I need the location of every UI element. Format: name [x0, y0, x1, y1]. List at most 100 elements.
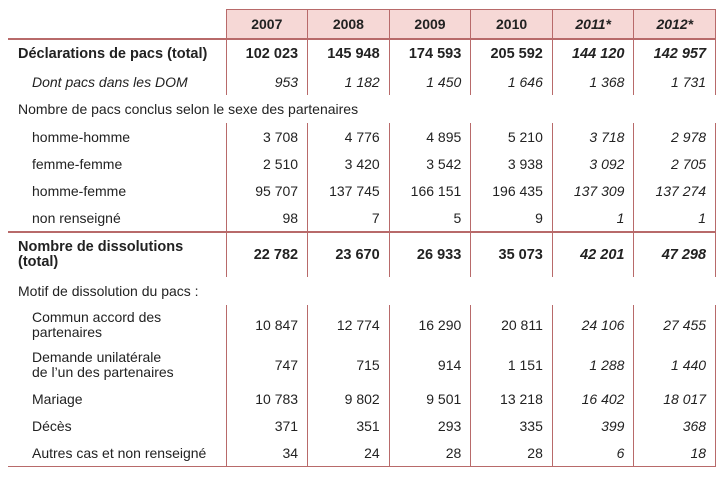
cell-value: 95 707	[225, 177, 309, 204]
cell-value: 1 440	[633, 345, 717, 385]
cell-value: 47 298	[633, 231, 717, 277]
row-label: Décès	[8, 412, 227, 439]
cell-value: 3 092	[551, 150, 635, 177]
cell-value: 16 290	[388, 305, 472, 345]
header-year-2009: 2009	[388, 9, 472, 39]
row-mariage: Mariage 10 783 9 802 9 501 13 218 16 402…	[8, 385, 717, 412]
cell-value: 22 782	[225, 231, 309, 277]
cell-value: 174 593	[388, 38, 472, 68]
cell-value: 368	[633, 412, 717, 439]
cell-value: 18 017	[633, 385, 717, 412]
cell-value: 205 592	[470, 38, 553, 68]
row-label: Mariage	[8, 385, 227, 412]
row-label-line-1: Commun accord des	[32, 309, 162, 325]
section-heading: Motif de dissolution du pacs :	[18, 283, 199, 299]
row-dissolutions-total: Nombre de dissolutions (total) 22 782 23…	[8, 231, 717, 277]
cell-value: 12 774	[307, 305, 390, 345]
row-deces: Décès 371 351 293 335 399 368	[8, 412, 717, 439]
cell-value: 1 450	[388, 68, 472, 95]
row-motif-heading: Motif de dissolution du pacs :	[8, 277, 716, 305]
cell-value: 24	[307, 439, 390, 467]
cell-value: 10 783	[225, 385, 309, 412]
cell-value: 5 210	[470, 123, 553, 150]
row-label: Demande unilatérale de l’un des partenai…	[8, 345, 227, 385]
row-label-line-1: Demande unilatérale	[32, 349, 162, 365]
row-commun-accord: Commun accord des partenaires 10 847 12 …	[8, 305, 717, 345]
cell-value: 399	[551, 412, 635, 439]
cell-value: 9 501	[388, 385, 472, 412]
cell-value: 2 705	[633, 150, 717, 177]
header-blank-cell	[8, 9, 227, 39]
cell-value: 23 670	[307, 231, 390, 277]
cell-value: 137 745	[307, 177, 390, 204]
row-demande-unilaterale: Demande unilatérale de l’un des partenai…	[8, 345, 717, 385]
cell-value: 13 218	[470, 385, 553, 412]
cell-value: 3 938	[470, 150, 553, 177]
cell-value: 953	[225, 68, 309, 95]
cell-value: 42 201	[551, 231, 635, 277]
cell-value: 293	[388, 412, 472, 439]
cell-value: 1 731	[633, 68, 717, 95]
cell-value: 144 120	[551, 38, 635, 68]
cell-value: 137 274	[633, 177, 717, 204]
cell-value: 914	[388, 345, 472, 385]
cell-value: 28	[388, 439, 472, 467]
row-femme-femme: femme-femme 2 510 3 420 3 542 3 938 3 09…	[8, 150, 717, 177]
cell-value: 26 933	[388, 231, 472, 277]
row-label: homme-homme	[8, 123, 227, 150]
cell-value: 9 802	[307, 385, 390, 412]
cell-value: 3 718	[551, 123, 635, 150]
header-year-2012: 2012*	[633, 9, 717, 39]
row-label: Nombre de dissolutions (total)	[8, 231, 227, 277]
cell-value: 1 646	[470, 68, 553, 95]
row-label-line-1: Nombre de dissolutions	[18, 239, 184, 255]
row-pacs-dom: Dont pacs dans les DOM 953 1 182 1 450 1…	[8, 68, 717, 95]
row-homme-femme: homme-femme 95 707 137 745 166 151 196 4…	[8, 177, 717, 204]
row-label: femme-femme	[8, 150, 227, 177]
cell-value: 35 073	[470, 231, 553, 277]
header-row: 2007 2008 2009 2010 2011* 2012*	[8, 9, 717, 39]
cell-value: 16 402	[551, 385, 635, 412]
cell-value: 142 957	[633, 38, 717, 68]
cell-value: 102 023	[225, 38, 309, 68]
row-homme-homme: homme-homme 3 708 4 776 4 895 5 210 3 71…	[8, 123, 717, 150]
cell-value: 145 948	[307, 38, 390, 68]
cell-value: 28	[470, 439, 553, 467]
cell-value: 166 151	[388, 177, 472, 204]
cell-value: 1 151	[470, 345, 553, 385]
cell-value: 1	[551, 204, 635, 232]
cell-value: 27 455	[633, 305, 717, 345]
row-non-renseigne: non renseigné 98 7 5 9 1 1	[8, 204, 717, 232]
cell-value: 7	[307, 204, 390, 232]
cell-value: 715	[307, 345, 390, 385]
cell-value: 2 510	[225, 150, 309, 177]
cell-value: 747	[225, 345, 309, 385]
cell-value: 9	[470, 204, 553, 232]
cell-value: 3 420	[307, 150, 390, 177]
row-label: Déclarations de pacs (total)	[8, 38, 227, 68]
cell-value: 3 708	[225, 123, 309, 150]
cell-value: 4 776	[307, 123, 390, 150]
cell-value: 1 288	[551, 345, 635, 385]
cell-value: 20 811	[470, 305, 553, 345]
cell-value: 18	[633, 439, 717, 467]
cell-value: 3 542	[388, 150, 472, 177]
row-label-line-2: partenaires	[32, 324, 103, 340]
cell-value: 34	[225, 439, 309, 467]
cell-value: 10 847	[225, 305, 309, 345]
cell-value: 24 106	[551, 305, 635, 345]
cell-value: 5	[388, 204, 472, 232]
cell-value: 371	[225, 412, 309, 439]
pacs-statistics-table: 2007 2008 2009 2010 2011* 2012* Déclarat…	[8, 9, 717, 467]
row-label-line-2: de l’un des partenaires	[32, 364, 174, 380]
row-pacs-total: Déclarations de pacs (total) 102 023 145…	[8, 38, 717, 68]
row-label-line-2: (total)	[18, 254, 59, 270]
row-label: Autres cas et non renseigné	[8, 439, 227, 467]
section-heading: Nombre de pacs conclus selon le sexe des…	[18, 101, 359, 117]
header-year-2007: 2007	[225, 9, 309, 39]
row-label: Dont pacs dans les DOM	[8, 68, 227, 95]
cell-value: 335	[470, 412, 553, 439]
header-year-2011: 2011*	[551, 9, 635, 39]
row-by-sex-heading: Nombre de pacs conclus selon le sexe des…	[8, 95, 716, 123]
cell-value: 6	[551, 439, 635, 467]
